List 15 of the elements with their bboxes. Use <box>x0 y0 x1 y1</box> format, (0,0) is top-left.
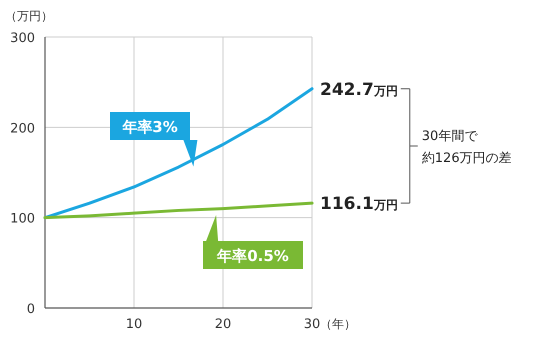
line-series <box>44 202 314 220</box>
x-axis-title: （年） <box>320 317 356 331</box>
x-tick-label: 30 <box>304 317 320 332</box>
x-tick-label: 10 <box>126 317 142 332</box>
y-axis-title: （万円） <box>5 9 53 23</box>
text: 30年間で約126万円の差 <box>422 128 512 166</box>
y-tick-label: 0 <box>26 302 35 317</box>
text: 年率0.5% <box>216 247 289 265</box>
y-tick-label: 200 <box>10 121 35 136</box>
annotation: 116.1万円 <box>320 194 398 214</box>
x-tick-label: 20 <box>214 317 232 332</box>
series-label: 年率3% <box>121 118 178 136</box>
y-tick-label: 100 <box>10 212 35 227</box>
annotation: 242.7万円 <box>320 80 398 100</box>
y-tick-label: 300 <box>10 31 35 46</box>
